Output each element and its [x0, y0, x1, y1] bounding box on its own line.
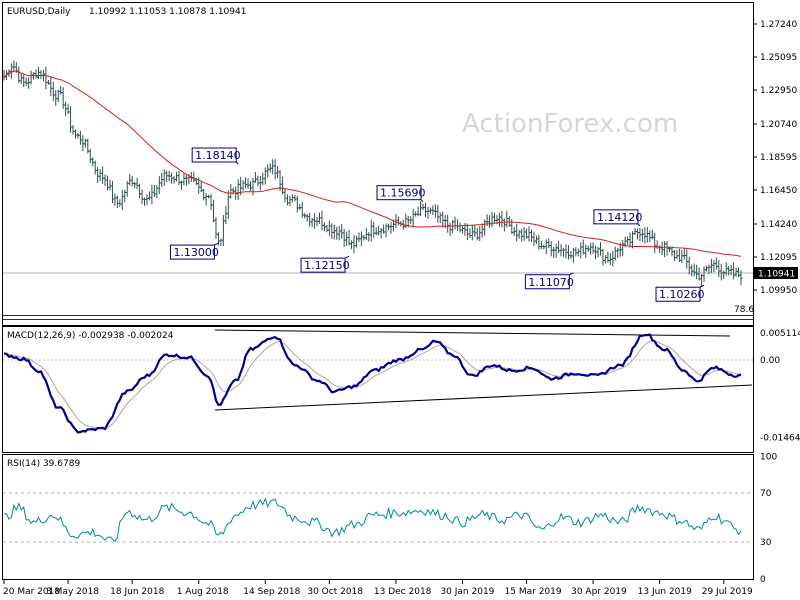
time-tick-label: 3 May 2018: [46, 587, 99, 597]
time-tick-label: 20 Mar 2018: [3, 587, 60, 597]
annotation-leader: [699, 284, 705, 288]
annotation-leader: [214, 242, 219, 246]
annotation-box: [376, 185, 422, 201]
macd-upper-trendline: [214, 329, 731, 337]
price-tick-label: 1.25095: [760, 53, 797, 63]
price-tick-label: 1.20740: [760, 120, 797, 130]
annotation-label: 1.14120: [597, 211, 643, 224]
time-tick-label: 18 Jun 2018: [110, 587, 164, 597]
price-tick-label: 1.14240: [760, 220, 797, 230]
annotation-box: [300, 257, 346, 273]
moving-average-line: [3, 70, 742, 257]
annotation-leader: [569, 272, 574, 276]
macd-signal-line: [3, 340, 741, 429]
price-tick-label: 1.16450: [760, 186, 797, 196]
macd-line: [3, 333, 742, 434]
annotation-box: [655, 286, 701, 302]
time-tick-label: 30 Apr 2019: [571, 587, 627, 597]
time-tick-label: 1 Aug 2018: [177, 587, 229, 597]
watermark: ActionForex.com: [462, 109, 678, 139]
time-tick-label: 30 Jan 2019: [440, 587, 494, 597]
macd-header: MACD(12,26,9) -0.002938 -0.002024: [7, 331, 174, 341]
rsi-tick-label: 100: [760, 452, 777, 462]
annotation-box: [169, 244, 215, 260]
macd-tick-label: -0.014647: [760, 433, 800, 443]
ohlc-label: 1.10992 1.11053 1.10878 1.10941: [89, 7, 246, 17]
rsi-tick-label: 30: [760, 538, 772, 548]
time-tick-label: 13 Jun 2019: [638, 587, 692, 597]
price-tick-label: 1.22950: [760, 86, 797, 96]
rsi-header: RSI(14) 39.6789: [7, 459, 80, 469]
price-tick-label: 1.27240: [760, 20, 797, 30]
time-tick-label: 29 Jul 2019: [702, 587, 753, 597]
macd-tick-label: 0.00: [760, 356, 780, 366]
price-tick-label: 1.09950: [760, 286, 797, 296]
annotation-label: 1.10260: [659, 288, 705, 301]
macd-axis: 0.005114 0.00 -0.014647: [760, 329, 800, 443]
annotation-label: 1.13000: [173, 246, 219, 259]
annotation-box: [191, 147, 237, 163]
annotation-box: [524, 274, 570, 290]
annotation-label: 1.12150: [304, 259, 350, 272]
price-annotations: 1.18140 1.13000 1.15690 1.12150 1.14120 1.110…: [169, 147, 705, 302]
macd-lower-trendline: [214, 384, 753, 411]
rsi-line: [3, 497, 742, 543]
time-tick-label: 30 Oct 2018: [307, 587, 363, 597]
price-bars: [2, 60, 743, 287]
price-axis: 1.27240 1.25095 1.22950 1.20740 1.18595 1.164…: [753, 20, 797, 296]
price-panel: [2, 2, 754, 326]
rsi-panel: [2, 454, 754, 580]
fib-label: 78.6: [734, 305, 754, 315]
price-tick-label: 1.12095: [760, 253, 797, 263]
current-price-label: 1.10941: [758, 270, 795, 280]
time-tick-label: 13 Dec 2018: [374, 587, 432, 597]
current-price-box: [754, 267, 798, 279]
time-tick-label: 14 Sep 2018: [243, 587, 300, 597]
annotation-label: 1.11070: [528, 276, 574, 289]
rsi-axis: 100 70 30 0: [760, 452, 777, 585]
symbol-label: EURUSD,Daily: [7, 7, 71, 17]
time-tick-label: 15 Mar 2019: [505, 587, 562, 597]
rsi-tick-label: 0: [760, 575, 766, 585]
macd-panel: [2, 326, 754, 453]
annotation-label: 1.18140: [195, 149, 241, 162]
price-tick-label: 1.18595: [760, 153, 797, 163]
rsi-tick-label: 70: [760, 489, 772, 499]
macd-tick-label: 0.005114: [760, 329, 800, 339]
annotation-leader: [344, 255, 350, 259]
annotation-box: [593, 209, 639, 225]
annotation-label: 1.15690: [380, 187, 426, 200]
